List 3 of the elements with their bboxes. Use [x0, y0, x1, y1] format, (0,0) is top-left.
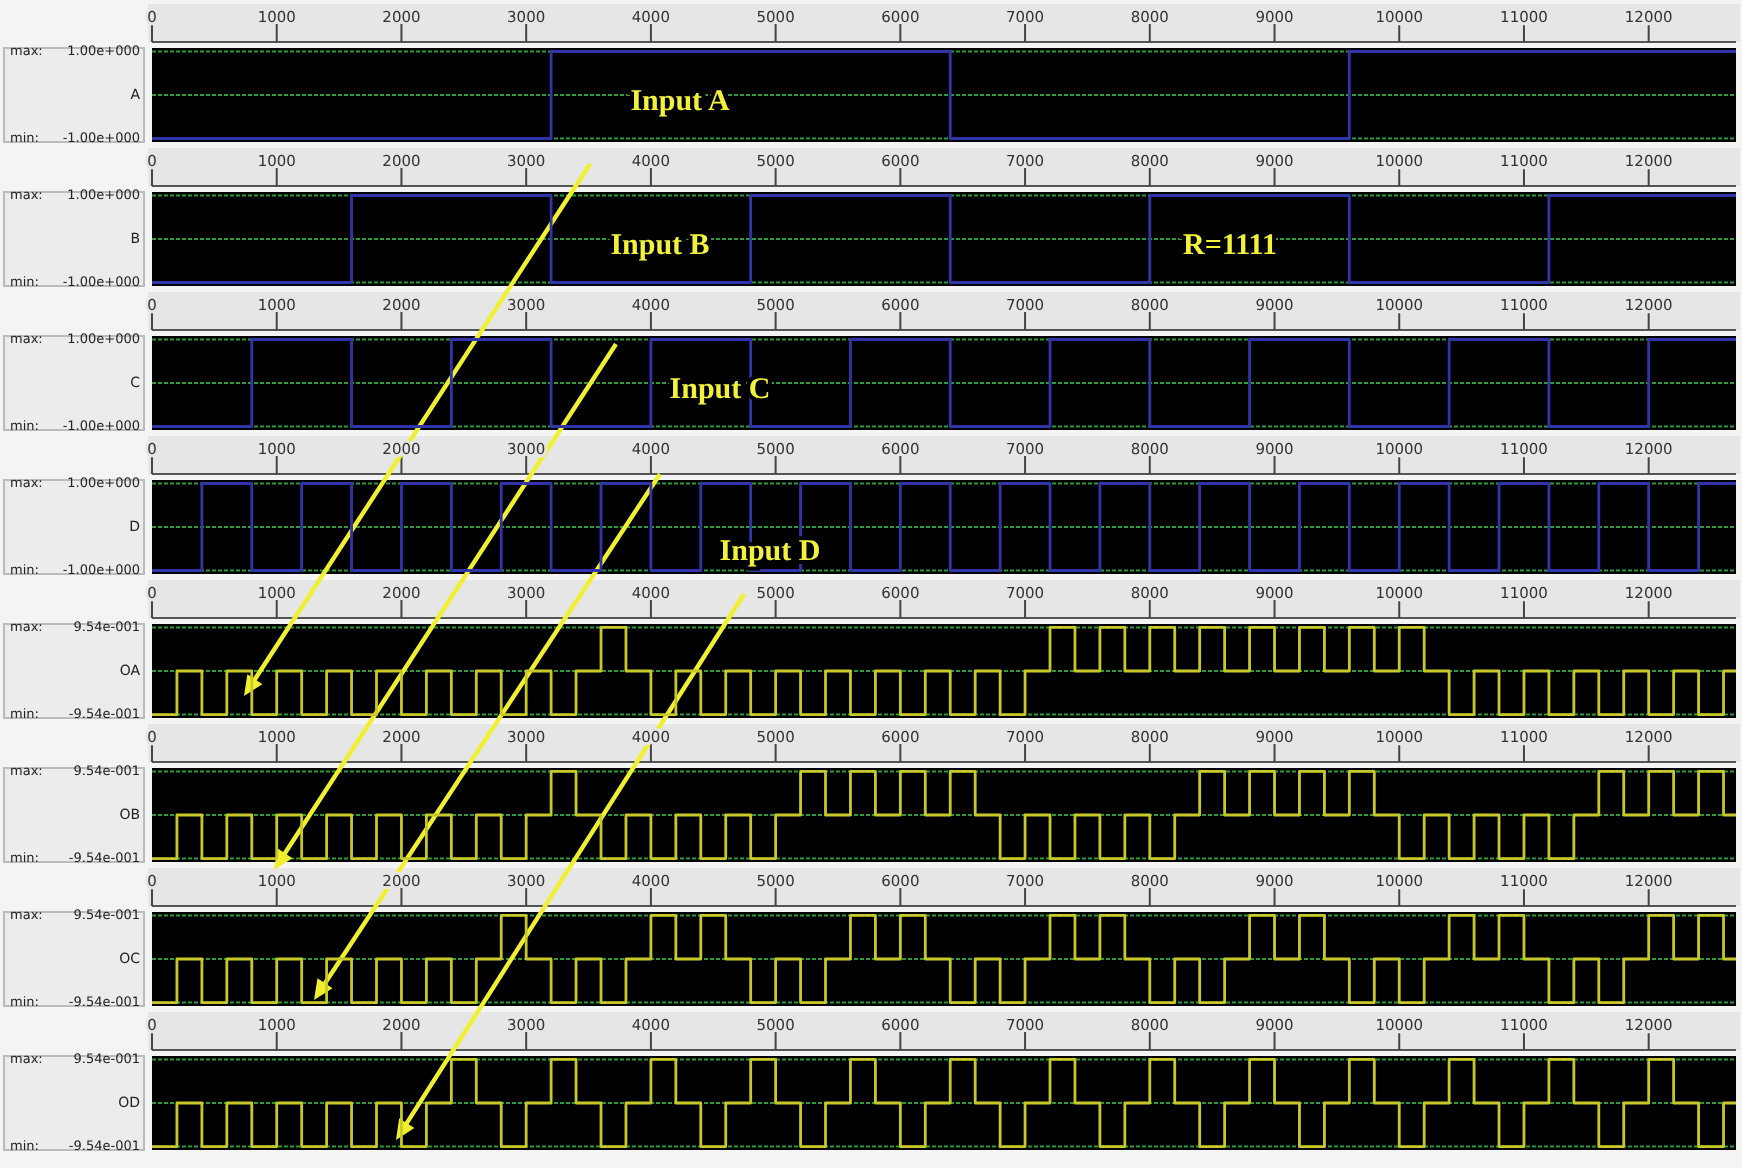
annotation: Input A [630, 86, 730, 118]
annotation: Input B [610, 230, 710, 262]
annotation: R=1111 [1183, 230, 1277, 262]
